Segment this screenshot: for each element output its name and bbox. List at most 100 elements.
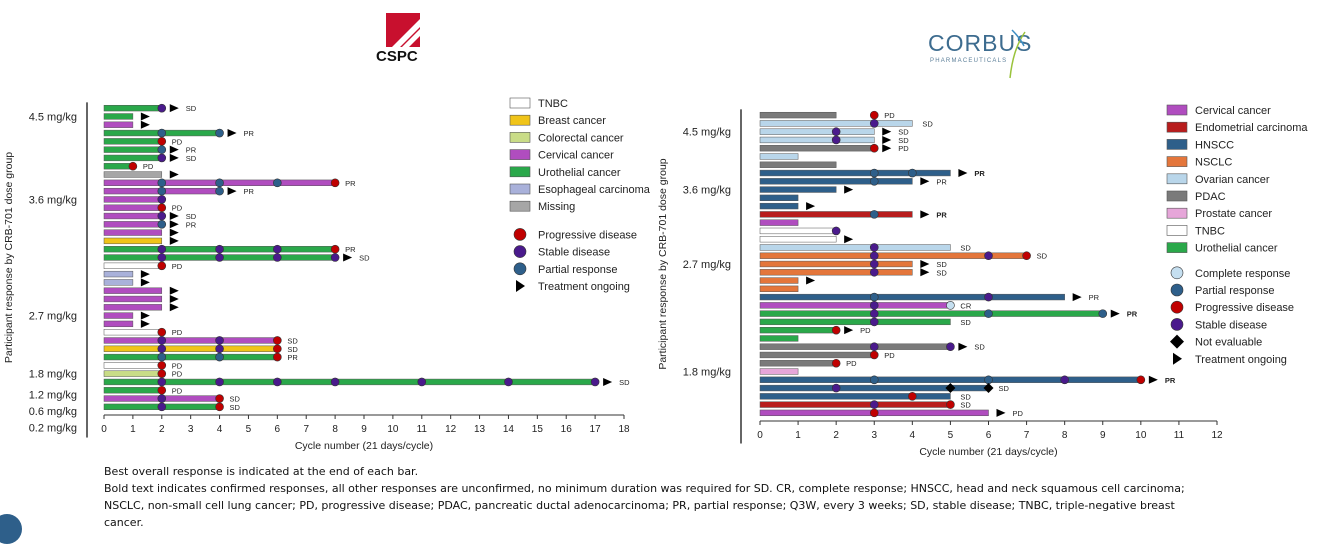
legend-label: Progressive disease — [1195, 302, 1294, 314]
treatment-ongoing-marker — [806, 276, 816, 285]
y-axis-title: Participant response by CRB-701 dose gro… — [3, 152, 15, 363]
response-marker — [869, 143, 879, 153]
bar — [103, 204, 163, 211]
response-label: PD — [172, 137, 183, 146]
x-tick-label: 7 — [303, 424, 309, 435]
bar — [759, 120, 913, 127]
cspc-logo-stripe — [392, 19, 420, 47]
dose-group-label: 3.6 mg/kg — [29, 194, 77, 206]
response-marker — [157, 253, 167, 262]
response-marker — [215, 377, 224, 387]
y-axis-title: Participant response by CRB-701 dose gro… — [657, 158, 669, 369]
legend-swatch — [1166, 207, 1188, 219]
response-marker — [869, 342, 879, 352]
bar — [759, 360, 837, 367]
bar — [759, 227, 837, 235]
x-tick-label: 16 — [561, 424, 573, 435]
footnote-line-1: Best overall response is indicated at th… — [104, 465, 419, 478]
bar — [103, 345, 278, 352]
response-marker — [157, 203, 167, 213]
response-marker — [215, 402, 224, 412]
bar — [103, 387, 163, 394]
legend-swatch — [1166, 173, 1188, 185]
x-tick-label: 6 — [275, 424, 281, 435]
bar — [759, 211, 913, 218]
treatment-ongoing-marker — [844, 185, 854, 194]
response-label: PR — [1127, 310, 1138, 319]
response-label: PD — [898, 144, 909, 153]
response-marker — [157, 352, 167, 362]
response-marker — [215, 178, 224, 188]
treatment-ongoing-marker — [603, 377, 613, 386]
figure-canvas: CSPC CORBUS PHARMACEUTICALS 0 1 2 3 4 5 6 7 8 9 10… — [3, 13, 1308, 458]
treatment-ongoing-marker — [806, 202, 816, 211]
response-marker — [157, 402, 167, 412]
treatment-ongoing-marker — [169, 236, 179, 245]
treatment-ongoing-marker — [140, 311, 150, 320]
x-tick-label: 2 — [159, 424, 165, 435]
legend-swatch — [1166, 242, 1188, 253]
legend-label: Partial response — [1195, 285, 1275, 297]
treatment-ongoing-marker — [169, 228, 179, 237]
response-marker — [157, 261, 167, 271]
response-label: PR — [244, 129, 255, 138]
response-label: SD — [999, 384, 1010, 393]
x-tick-label: 7 — [1024, 430, 1030, 441]
response-label: SD — [230, 395, 241, 404]
response-label: PD — [172, 328, 183, 337]
x-tick-label: 1 — [795, 430, 801, 441]
response-marker — [157, 211, 167, 221]
response-label: PD — [143, 162, 154, 171]
bar — [103, 196, 163, 203]
treatment-ongoing-marker — [844, 326, 854, 335]
legend-label: Breast cancer — [538, 115, 606, 127]
bar — [759, 393, 951, 400]
x-tick-label: 8 — [332, 424, 338, 435]
response-marker — [157, 369, 167, 378]
response-marker — [869, 350, 879, 360]
response-marker — [869, 292, 879, 302]
bar — [759, 236, 837, 243]
treatment-ongoing-marker — [169, 286, 179, 295]
treatment-ongoing-marker — [920, 177, 930, 186]
response-marker — [1022, 251, 1031, 261]
response-label: SD — [619, 378, 630, 387]
legend-label: TNBC — [1195, 225, 1225, 237]
response-label: SD — [974, 343, 985, 352]
response-marker — [273, 352, 282, 362]
response-marker — [869, 267, 879, 277]
treatment-ongoing-marker — [958, 169, 968, 178]
response-marker — [273, 377, 282, 387]
response-label: SD — [287, 345, 298, 354]
response-marker — [984, 251, 993, 261]
x-tick-label: 9 — [1100, 430, 1106, 441]
response-label: PR — [936, 210, 947, 219]
corbus-logo-subtext: PHARMACEUTICALS — [930, 58, 1007, 64]
x-tick-label: 6 — [986, 430, 992, 441]
bar — [103, 121, 134, 128]
response-label: PR — [186, 146, 197, 155]
bar — [103, 320, 134, 328]
response-marker — [504, 377, 513, 387]
bar — [759, 277, 799, 284]
dose-group-label: 1.8 mg/kg — [29, 369, 77, 381]
legend-label: PDAC — [1195, 191, 1226, 203]
treatment-ongoing-marker — [1148, 375, 1158, 384]
response-marker — [157, 327, 167, 337]
response-label: SD — [960, 392, 971, 401]
bar — [759, 194, 799, 201]
footnote: Best overall response is indicated at th… — [104, 463, 1204, 531]
response-marker — [869, 176, 879, 186]
treatment-ongoing-marker — [920, 260, 930, 268]
treatment-ongoing-marker — [1110, 309, 1120, 318]
dose-group-label: 0.6 mg/kg — [29, 406, 77, 418]
legend-label: Missing — [538, 201, 575, 213]
x-tick-label: 11 — [1174, 430, 1185, 441]
x-tick-label: 1 — [130, 424, 136, 435]
response-label: SD — [960, 318, 971, 327]
legend-label: Esophageal carcinoma — [538, 184, 651, 196]
treatment-ongoing-marker — [140, 120, 150, 129]
response-marker — [215, 336, 224, 345]
legend-swatch — [509, 114, 531, 126]
response-marker — [157, 336, 167, 345]
